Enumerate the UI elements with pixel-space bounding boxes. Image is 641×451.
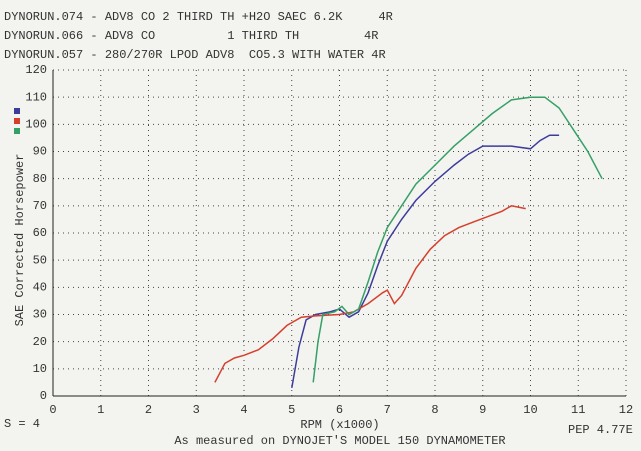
x-tick-label: 1 [97,403,104,417]
legend-entry: DYNORUN.066 - ADV8 CO 1 THIRD TH 4R [4,29,378,43]
y-tick-label: 90 [33,145,47,159]
series-line [291,134,560,389]
y-axis-label: SAE Corrected Horsepower [13,154,27,327]
x-tick-label: 2 [145,403,152,417]
y-tick-label: 0 [40,389,47,403]
x-tick-label: 8 [431,403,438,417]
x-tick-label: 6 [336,403,343,417]
y-tick-label: 80 [33,172,47,186]
legend-swatch [14,108,20,114]
x-axis-label: RPM (x1000) [300,418,379,432]
x-tick-label: 11 [571,403,585,417]
corner-note: PEP 4.77E [568,423,633,437]
legend-swatch [14,128,20,134]
y-tick-label: 60 [33,226,47,240]
x-tick-label: 7 [384,403,391,417]
x-tick-label: 5 [288,403,295,417]
x-tick-label: 4 [240,403,247,417]
y-tick-label: 120 [25,63,47,77]
x-tick-label: 12 [619,403,633,417]
legend-entry: DYNORUN.074 - ADV8 CO 2 THIRD TH +H2O SA… [4,10,393,24]
y-tick-label: 100 [25,118,47,132]
y-tick-label: 40 [33,281,47,295]
y-tick-label: 50 [33,253,47,267]
legend-entry: DYNORUN.057 - 280/270R LPOD ADV8 CO5.3 W… [4,48,386,62]
footnote: As measured on DYNOJET'S MODEL 150 DYNAM… [174,434,505,448]
y-tick-label: 30 [33,308,47,322]
series-line [312,96,603,383]
x-tick-label: 3 [193,403,200,417]
smoothing-note: S = 4 [4,417,40,431]
y-tick-label: 70 [33,199,47,213]
y-tick-label: 20 [33,335,47,349]
y-tick-label: 10 [33,362,47,376]
series-line [214,205,526,383]
x-tick-label: 9 [479,403,486,417]
x-tick-label: 10 [523,403,537,417]
legend-swatch [14,118,20,124]
x-tick-label: 0 [49,403,56,417]
y-tick-label: 110 [25,90,47,104]
